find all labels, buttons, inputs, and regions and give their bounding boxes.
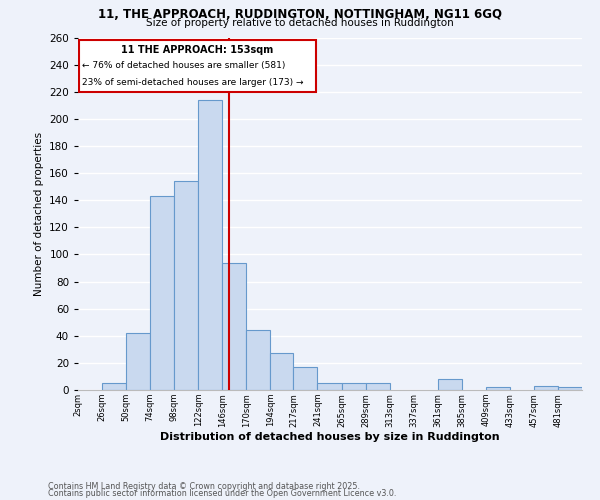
Bar (341, 383, 365, 390)
Text: 23% of semi-detached houses are larger (173) →: 23% of semi-detached houses are larger (… (82, 78, 303, 86)
Text: 11, THE APPROACH, RUDDINGTON, NOTTINGHAM, NG11 6GQ: 11, THE APPROACH, RUDDINGTON, NOTTINGHAM… (98, 8, 502, 20)
Bar (438, 379, 462, 390)
X-axis label: Distribution of detached houses by size in Ruddington: Distribution of detached houses by size … (160, 432, 500, 442)
Bar (150, 196, 174, 390)
Bar (558, 388, 582, 390)
Bar (102, 383, 126, 390)
Bar (247, 330, 271, 390)
Bar (293, 367, 317, 390)
Bar (198, 100, 222, 390)
Bar (486, 388, 510, 390)
Bar (534, 386, 558, 390)
Text: Contains HM Land Registry data © Crown copyright and database right 2025.: Contains HM Land Registry data © Crown c… (48, 482, 360, 491)
Y-axis label: Number of detached properties: Number of detached properties (34, 132, 44, 296)
FancyBboxPatch shape (79, 40, 316, 92)
Bar (222, 262, 247, 390)
Text: ← 76% of detached houses are smaller (581): ← 76% of detached houses are smaller (58… (82, 62, 285, 70)
Text: 11 THE APPROACH: 153sqm: 11 THE APPROACH: 153sqm (121, 44, 274, 54)
Bar (174, 181, 198, 390)
Text: Contains public sector information licensed under the Open Government Licence v3: Contains public sector information licen… (48, 489, 397, 498)
Bar (126, 333, 150, 390)
Bar (317, 383, 341, 390)
Text: Size of property relative to detached houses in Ruddington: Size of property relative to detached ho… (146, 18, 454, 28)
Bar (271, 354, 293, 390)
Bar (365, 383, 389, 390)
